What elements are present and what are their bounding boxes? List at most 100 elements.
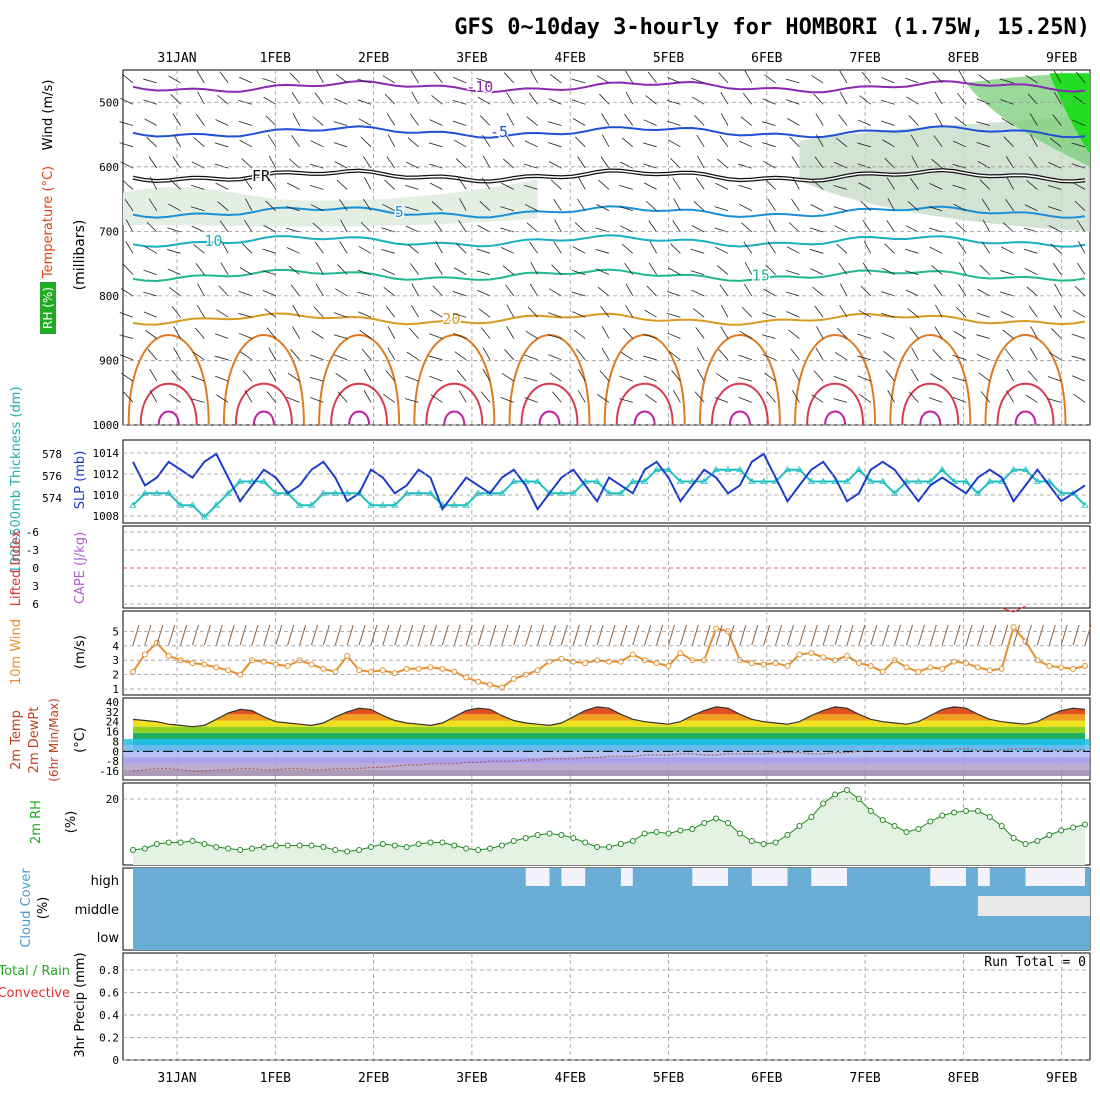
wind-barb xyxy=(168,75,181,84)
wind-barb xyxy=(574,136,586,148)
wind-barb xyxy=(765,179,776,190)
wind-speed-point xyxy=(1046,662,1053,669)
rh-point xyxy=(903,829,910,835)
wind-barb xyxy=(904,270,919,275)
thickness-point xyxy=(795,465,804,473)
lifted-index-axis-label: Lifted Index xyxy=(9,529,24,606)
rh-point xyxy=(1046,832,1053,838)
wind-barb xyxy=(601,326,610,339)
wind-barb xyxy=(477,96,491,105)
thickness-point xyxy=(533,477,542,484)
wind-barb xyxy=(149,390,158,403)
rh-point xyxy=(760,841,767,847)
wind-barb xyxy=(479,115,491,126)
wind-barb xyxy=(335,372,348,382)
wind-barb xyxy=(907,308,919,318)
wind-barb xyxy=(904,248,919,254)
wind-speed-point xyxy=(189,660,196,667)
wind-barb xyxy=(357,269,372,275)
wind-barb xyxy=(600,305,610,318)
surface-wind-barb xyxy=(846,624,854,646)
wind-barb xyxy=(292,326,300,339)
surface-isotherm-lobe xyxy=(157,410,180,426)
wind-speed-point xyxy=(1082,662,1088,669)
wind-barb xyxy=(481,327,491,339)
wind-barb xyxy=(268,368,277,382)
surface-wind-barb xyxy=(656,624,664,646)
wind-barb xyxy=(434,262,443,275)
thickness-point xyxy=(938,465,946,473)
wind-speed-point xyxy=(844,652,850,659)
wind-barb xyxy=(147,348,158,361)
rh-point xyxy=(1070,824,1077,831)
thickness-point xyxy=(878,477,887,484)
surface-wind-barb xyxy=(192,624,199,646)
cloud-gap-high xyxy=(561,868,586,886)
wind-barb xyxy=(310,354,324,361)
wind-barb xyxy=(792,368,800,382)
wind-barb xyxy=(171,305,181,318)
wind-speed-point xyxy=(165,652,172,659)
wind-barb xyxy=(316,262,324,275)
wind-barb xyxy=(435,240,443,254)
thickness-point xyxy=(712,465,720,473)
wind-barb xyxy=(1053,91,1062,105)
wind-barb xyxy=(625,91,634,105)
rh-point xyxy=(260,844,267,850)
temp-fill-band xyxy=(133,732,1085,739)
surface-wind-barb xyxy=(929,624,937,646)
rh-point xyxy=(808,814,815,820)
thickness-point xyxy=(807,477,816,484)
surface-wind-barb xyxy=(180,624,188,646)
wind-barb xyxy=(384,93,396,105)
rh-point xyxy=(189,838,196,844)
thickness-point xyxy=(1081,501,1089,508)
surface-wind-barb xyxy=(632,624,640,646)
date-label-bottom: 1FEB xyxy=(260,1071,291,1086)
cloud-unit-label: (%) xyxy=(36,897,51,920)
wind-barb xyxy=(719,135,729,148)
date-label-bottom: 8FEB xyxy=(948,1071,979,1086)
wind-barb xyxy=(1074,200,1086,211)
surface-wind-barb xyxy=(358,624,366,646)
wind-speed-point xyxy=(784,662,791,669)
wind-barb xyxy=(958,262,967,275)
wind-barb xyxy=(1006,368,1014,382)
wind-barb xyxy=(930,373,943,382)
wind-barb xyxy=(286,247,300,254)
wind-barb xyxy=(666,313,681,318)
surface-isotherm-lobe xyxy=(443,410,466,426)
wind-barb xyxy=(716,373,729,382)
wind-barb xyxy=(859,393,872,403)
rh-point xyxy=(415,841,422,847)
rh-point xyxy=(665,830,672,837)
wind-barb xyxy=(1074,285,1086,297)
wind-barb xyxy=(787,118,800,126)
wind-barb xyxy=(431,95,443,105)
wind-barb xyxy=(149,368,158,382)
wind-speed-point xyxy=(713,625,720,632)
wind-barb xyxy=(1076,262,1086,275)
rh-shade-max xyxy=(1049,73,1090,154)
rh-point xyxy=(1034,838,1041,844)
isotherm-line xyxy=(132,268,1086,283)
wind-speed-point xyxy=(141,651,148,658)
thickness-point xyxy=(926,477,935,484)
temp-fill-band xyxy=(133,720,1085,727)
wind-barb xyxy=(858,309,872,318)
wind-barb xyxy=(264,308,277,318)
wind-barb xyxy=(765,264,776,275)
wind-barb xyxy=(527,306,538,318)
wind-barb xyxy=(935,113,943,126)
wind-barb xyxy=(405,184,419,190)
wind-barb xyxy=(215,182,229,190)
surface-wind-barb xyxy=(953,624,961,646)
wind-barb xyxy=(287,372,300,382)
wind-barb xyxy=(600,156,610,169)
surface-isotherm-lobe xyxy=(603,334,686,426)
surface-wind-barb xyxy=(311,624,318,646)
wind-barb xyxy=(144,118,157,126)
surface-wind-barb xyxy=(787,624,794,646)
temp-tick: 8 xyxy=(112,735,119,748)
wind-barb xyxy=(480,391,491,403)
